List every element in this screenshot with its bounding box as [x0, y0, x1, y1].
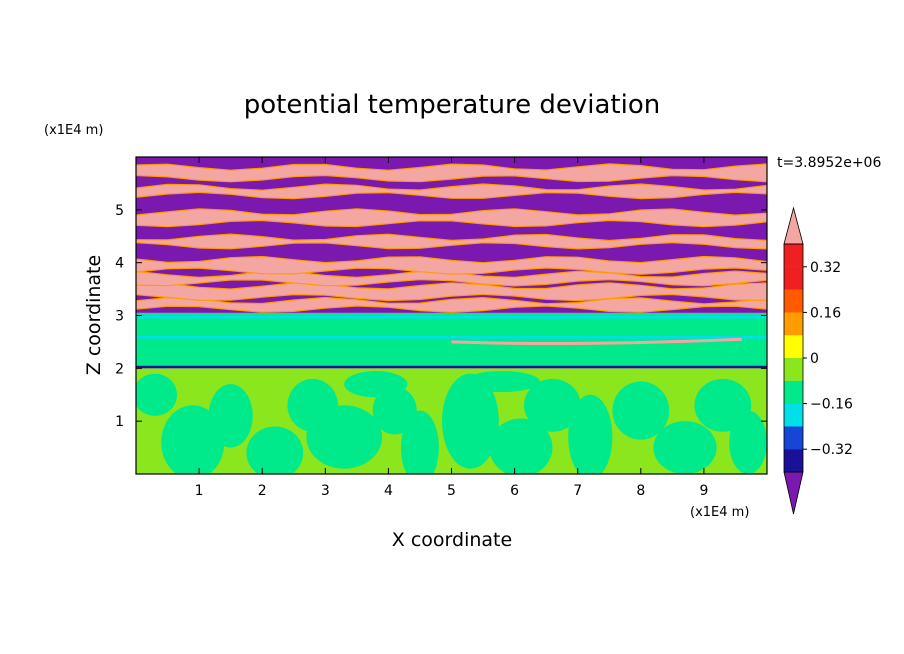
field-cell: [246, 426, 304, 474]
x-tick-label: 7: [573, 483, 582, 499]
colorbar-segment: [784, 244, 803, 267]
field-cell: [136, 163, 767, 183]
field-cell: [729, 410, 767, 474]
x-axis-label: X coordinate: [392, 529, 512, 551]
colorbar-tick-label: −0.32: [810, 442, 853, 458]
y-tick-label: 3: [115, 309, 124, 325]
colorbar-segment: [784, 266, 803, 290]
field-cell: [136, 373, 178, 416]
colorbar-tick-label: 0: [810, 351, 819, 367]
y-tick-label: 5: [115, 203, 124, 219]
colorbar-extend-bottom: [783, 471, 804, 515]
field-cell: [136, 183, 767, 200]
x-axis-unit: (x1E4 m): [690, 505, 749, 520]
y-tick-label: 4: [115, 256, 124, 272]
x-tick-label: 5: [447, 483, 456, 499]
field-cell: [524, 378, 581, 432]
colorbar-segment: [784, 426, 803, 450]
colorbar: 0.32 0.16 0 −0.16 −0.32: [783, 206, 853, 515]
field-cell: [136, 335, 767, 339]
x-tick-label: 2: [258, 483, 267, 499]
field-cell: [372, 386, 417, 435]
colorbar-tick-label: −0.16: [810, 397, 853, 413]
colorbar-extend-top: [783, 206, 804, 245]
field-cell: [161, 405, 225, 474]
y-axis-label: Z coordinate: [83, 255, 105, 375]
field-cell: [451, 337, 742, 346]
field-cell: [136, 315, 767, 319]
plot-area: [136, 157, 767, 474]
colorbar-segment: [784, 289, 803, 313]
field-cell: [401, 410, 439, 474]
y-axis: 1 2 3 4 5: [115, 203, 767, 430]
field-cell: [464, 370, 540, 393]
x-tick-label: 6: [510, 483, 519, 499]
x-tick-label: 9: [699, 483, 708, 499]
y-axis-unit: (x1E4 m): [44, 123, 103, 138]
field-cell: [568, 394, 613, 474]
field-cell: [344, 370, 408, 398]
field-cell: [136, 296, 767, 313]
field-cell: [306, 405, 383, 469]
field-cell: [136, 255, 767, 275]
colorbar-segment: [784, 380, 803, 404]
field-cell: [208, 384, 253, 448]
field-cell: [442, 373, 499, 469]
x-tick-label: 3: [321, 483, 330, 499]
field-cell: [489, 418, 553, 474]
colorbar-segment: [784, 312, 803, 336]
field-cell: [653, 421, 717, 474]
field-cell: [136, 270, 767, 287]
time-label: t=3.8952e+06: [777, 155, 881, 171]
field-cell: [136, 233, 767, 250]
x-tick-label: 1: [195, 483, 204, 499]
colorbar-segment: [784, 403, 803, 427]
x-tick-label: 4: [384, 483, 393, 499]
field-cell: [136, 365, 767, 369]
colorbar-segment: [784, 358, 803, 381]
field-cell: [136, 282, 767, 302]
x-axis: 1 2 3 4 5 6 7 8 9: [195, 157, 708, 499]
field-cell: [136, 208, 767, 228]
colorbar-tick-label: 0.32: [810, 260, 841, 276]
x-tick-label: 8: [636, 483, 645, 499]
chart-title: potential temperature deviation: [244, 90, 660, 120]
colorbar-segment: [784, 335, 803, 358]
colorbar-tick-label: 0.16: [810, 305, 841, 321]
y-tick-label: 2: [115, 361, 124, 377]
field-mid-region: [136, 312, 767, 366]
colorbar-segment: [784, 449, 803, 472]
y-tick-label: 1: [115, 414, 124, 430]
field-cell: [612, 381, 670, 440]
